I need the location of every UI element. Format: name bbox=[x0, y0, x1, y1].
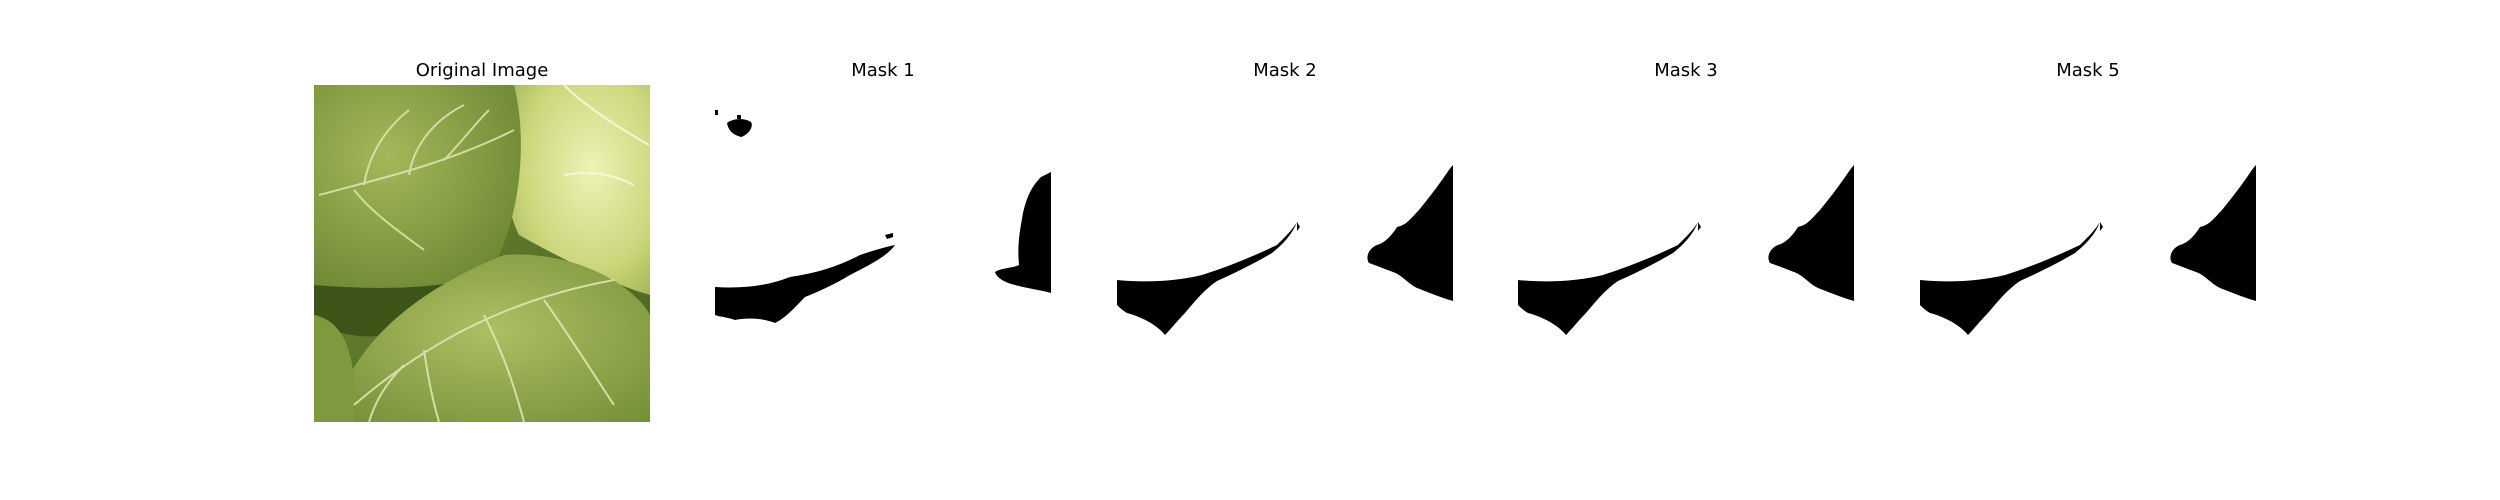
panel-original-image: Original Image bbox=[314, 0, 650, 430]
panel-mask-5: Mask 5 bbox=[1920, 0, 2256, 430]
mask-5-image bbox=[1920, 85, 2256, 422]
panel-mask-1: Mask 1 bbox=[715, 0, 1051, 430]
mask-2-image bbox=[1117, 85, 1453, 422]
panel-title-mask-1: Mask 1 bbox=[851, 60, 915, 81]
panel-title-mask-3: Mask 3 bbox=[1654, 60, 1718, 81]
original-leaf-photo bbox=[314, 85, 650, 422]
panel-title-original: Original Image bbox=[415, 60, 549, 81]
panel-title-mask-2: Mask 2 bbox=[1253, 60, 1317, 81]
mask-1-image bbox=[715, 85, 1051, 422]
panel-mask-3: Mask 3 bbox=[1518, 0, 1854, 430]
mask-3-image bbox=[1518, 85, 1854, 422]
panel-mask-2: Mask 2 bbox=[1117, 0, 1453, 430]
panel-title-mask-5: Mask 5 bbox=[2056, 60, 2120, 81]
